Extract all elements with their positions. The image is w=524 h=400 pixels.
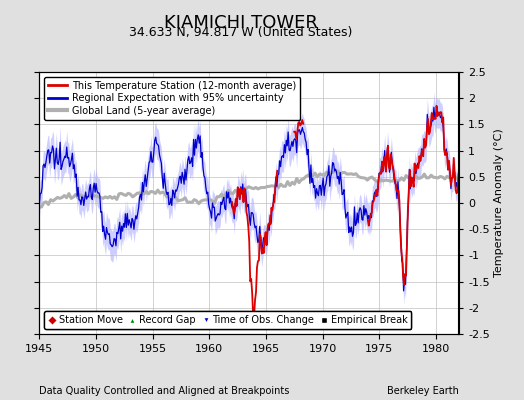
Text: Data Quality Controlled and Aligned at Breakpoints: Data Quality Controlled and Aligned at B… [39, 386, 290, 396]
Legend: Station Move, Record Gap, Time of Obs. Change, Empirical Break: Station Move, Record Gap, Time of Obs. C… [44, 311, 411, 329]
Text: KIAMICHI TOWER: KIAMICHI TOWER [164, 14, 318, 32]
Y-axis label: Temperature Anomaly (°C): Temperature Anomaly (°C) [494, 129, 504, 277]
Text: 34.633 N, 94.817 W (United States): 34.633 N, 94.817 W (United States) [129, 26, 353, 39]
Text: Berkeley Earth: Berkeley Earth [387, 386, 458, 396]
